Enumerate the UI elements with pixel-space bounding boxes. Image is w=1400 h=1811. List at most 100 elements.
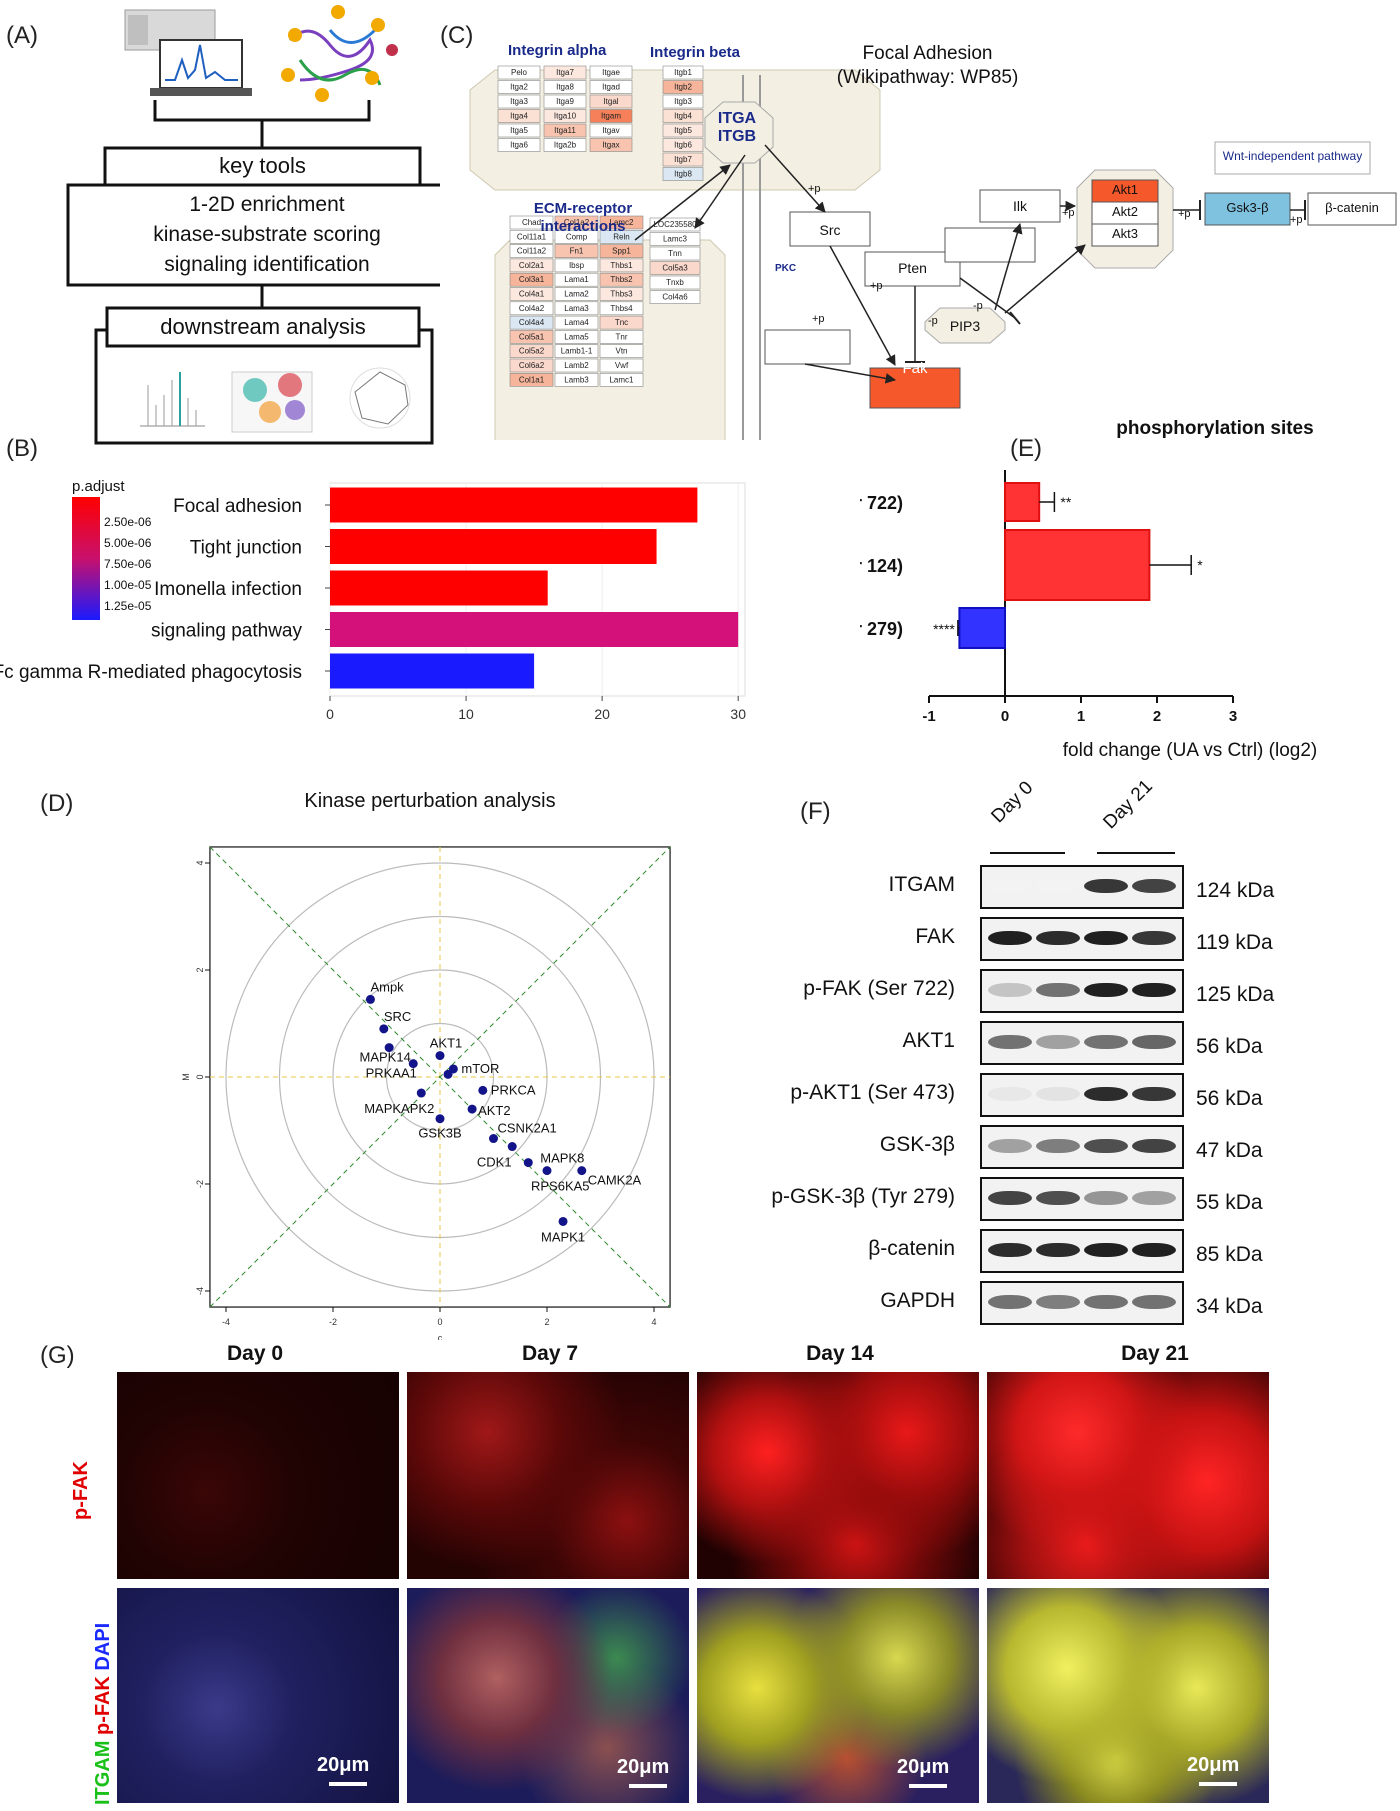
gene-cell — [662, 152, 704, 167]
kinase-label: CSNK2A1 — [498, 1121, 557, 1136]
g-day-label: Day 21 — [1121, 1342, 1189, 1365]
g-row2-label: ITGAM p-FAK DAPI — [92, 1623, 115, 1805]
phospho-xlabel: fold change (UA vs Ctrl) (log2) — [1062, 740, 1318, 761]
x-tick-label: 4 — [651, 1317, 656, 1327]
pathway-label: Focal adhesion — [173, 496, 302, 517]
edge-label-pkc-fak: +p — [812, 313, 825, 325]
ecm-label-line1: ECM-receptor — [533, 200, 633, 217]
step-enrichment: 1-2D enrichment — [189, 193, 345, 216]
mass-spec-icon — [124, 9, 252, 96]
x-tick-label: -2 — [329, 1317, 337, 1327]
padjust-tick: 1.25e-05 — [104, 599, 152, 613]
wb-band — [988, 931, 1032, 945]
gene-cell — [589, 138, 633, 152]
gene-cell — [543, 94, 587, 109]
gene-cell — [554, 244, 599, 258]
itga-itgb-node: ITGA ITGB — [712, 110, 762, 146]
spectrum-thumbnail — [140, 372, 205, 427]
gene-label: Col5a3 — [662, 264, 688, 273]
gene-cell — [509, 230, 554, 244]
x-tick-label: 0 — [1001, 708, 1009, 725]
gene-label: Itgae — [602, 68, 620, 77]
scale-bar-label: 20μm — [1187, 1754, 1240, 1776]
wb-band — [1036, 931, 1080, 945]
gene-cell — [599, 244, 644, 258]
gene-cell — [649, 290, 701, 304]
gene-label: Itgav — [602, 126, 619, 135]
pathway-label: Tight junction — [190, 538, 302, 559]
node-akt2: Akt2 — [1111, 204, 1138, 219]
wb-band — [1084, 1295, 1128, 1309]
phospho-bar-chart: -1 0 1 2 3 ** Fak (Ser 722) * Akt1 (Ser 124) ****… — [860, 470, 1237, 725]
kinase-label: CDK1 — [477, 1155, 512, 1170]
gene-label: Itgb1 — [674, 68, 692, 77]
panel-label-a: (A) — [6, 22, 38, 49]
wb-kda-label: 55 kDa — [1196, 1191, 1263, 1214]
gene-cell — [509, 287, 554, 301]
padjust-legend-title: p.adjust — [72, 478, 125, 495]
integrin-beta-label: Integrin beta — [650, 44, 741, 61]
scale-bar — [909, 1784, 947, 1788]
x-tick-label: 30 — [730, 706, 746, 722]
padjust-tick: 7.50e-06 — [104, 557, 152, 571]
kinase-label: MAPK1 — [541, 1229, 585, 1244]
kinase-point — [443, 1069, 453, 1079]
gene-cell — [649, 232, 701, 246]
kinase-point — [577, 1166, 587, 1176]
gene-cell — [554, 258, 599, 273]
gene-label: Col11a2 — [517, 247, 547, 256]
gene-label: Thbs3 — [610, 290, 633, 299]
gene-cell — [509, 258, 554, 273]
kinase-point — [365, 994, 375, 1004]
gene-label: Itgad — [602, 83, 620, 92]
wb-blot-strip — [980, 917, 1184, 961]
wb-band — [1132, 1243, 1176, 1257]
kinase-chart-title: Kinase perturbation analysis — [304, 790, 556, 812]
gene-label: LOC235580 — [653, 220, 697, 229]
gene-label: Vwf — [615, 361, 629, 370]
y-axis-label: M — [181, 1073, 191, 1081]
x-tick-label: 2 — [544, 1317, 549, 1327]
gene-label: Lamb3 — [564, 375, 589, 384]
ecm-label: ECM-receptor interactions — [518, 200, 648, 236]
integrin-alpha-label: Integrin alpha — [508, 42, 607, 59]
gene-label: Lamc1 — [609, 375, 634, 384]
node-src: Src — [819, 222, 841, 238]
padjust-tick: 2.50e-06 — [104, 515, 152, 529]
wb-row-label: ITGAM — [888, 873, 956, 896]
edge-label-ilk-akt: +p — [1062, 207, 1075, 219]
x-tick-label: -1 — [922, 708, 935, 725]
kinase-label: PRKAA1 — [366, 1066, 417, 1081]
gene-label: Col11a1 — [517, 232, 547, 241]
gene-cell — [599, 272, 644, 287]
gene-label: Itgb7 — [674, 155, 692, 164]
panel-c-pathway: Pelo Itga7 Itgae Itga2 Itga8 Itgad Itga3 Itga9 I… — [469, 65, 1397, 440]
wb-blot-strip — [980, 1021, 1184, 1065]
x-tick-label: 0 — [437, 1317, 442, 1327]
kinase-label: MAPKAPK2 — [364, 1101, 434, 1116]
gene-label: Col4a6 — [662, 293, 688, 302]
wb-kda-label: 85 kDa — [1196, 1243, 1263, 1266]
g-row2-itgam: ITGAM — [92, 1735, 114, 1805]
micro-merge-day0: 20μm — [117, 1588, 399, 1803]
gene-label: Lamc3 — [663, 235, 688, 244]
gene-label: Spp1 — [612, 247, 631, 256]
gene-cell — [509, 344, 554, 359]
micro-pfak-day0 — [117, 1372, 399, 1579]
y-tick-label: -2 — [195, 1180, 205, 1188]
micro-pfak-day14 — [697, 1372, 979, 1579]
gene-cell — [543, 123, 587, 138]
scale-bar — [329, 1782, 367, 1786]
gene-label: Lama2 — [564, 290, 589, 299]
kinase-point — [435, 1114, 445, 1124]
wb-kda-label: 34 kDa — [1196, 1295, 1263, 1318]
gene-label: Col4a4 — [519, 318, 545, 327]
micro-pfak-day21 — [987, 1372, 1269, 1579]
wb-blot-strip — [980, 1177, 1184, 1221]
gene-cell — [662, 65, 704, 80]
wb-band — [1036, 1087, 1080, 1101]
node-pten: Pten — [898, 260, 927, 276]
pathway-label: Fc gamma R-mediated phagocytosis — [0, 662, 302, 683]
scale-bar-label: 20μm — [317, 1754, 370, 1776]
step-kinase-scoring: kinase-substrate scoring — [153, 223, 381, 246]
